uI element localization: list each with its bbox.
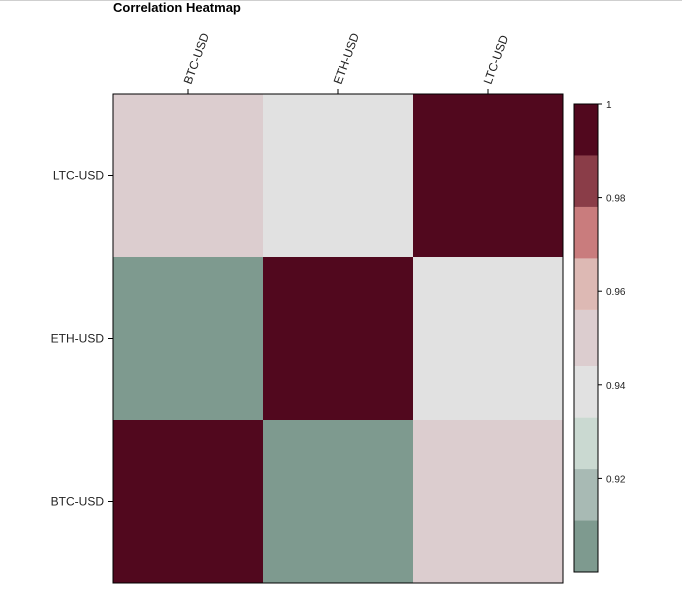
- heatmap-cell-btc-usd-ltc-usd: [413, 420, 563, 583]
- y-tick-label-eth-usd: ETH-USD: [51, 332, 105, 346]
- y-tick-label-btc-usd: BTC-USD: [51, 495, 105, 509]
- colorbar-bin-5: [574, 309, 598, 367]
- colorbar-bin-7: [574, 206, 598, 259]
- colorbar-tick-label-0: 0.92: [606, 474, 626, 485]
- colorbar-bin-8: [574, 155, 598, 207]
- y-tick-label-ltc-usd: LTC-USD: [53, 169, 104, 183]
- colorbar-tick-label-3: 0.98: [606, 194, 626, 205]
- colorbar-tick-label-1: 0.94: [606, 381, 626, 392]
- x-tick-label-ltc-usd: LTC-USD: [481, 33, 512, 86]
- colorbar-bin-2: [574, 469, 598, 521]
- colorbar-bin-6: [574, 258, 598, 310]
- heatmap-cell-btc-usd-btc-usd: [113, 420, 263, 583]
- heatmap-cell-ltc-usd-ltc-usd: [413, 94, 563, 257]
- y-axis: LTC-USD ETH-USD BTC-USD: [51, 169, 113, 509]
- colorbar-frame: [573, 103, 599, 573]
- heatmap-cell-ltc-usd-eth-usd: [263, 94, 413, 257]
- heatmap-cell-btc-usd-eth-usd: [263, 420, 413, 583]
- heatmap-cell-eth-usd-eth-usd: [263, 257, 413, 420]
- x-tick-label-btc-usd: BTC-USD: [181, 31, 213, 86]
- colorbar-bin-1: [574, 520, 598, 572]
- x-axis: BTC-USD ETH-USD LTC-USD: [181, 31, 512, 94]
- heatmap-cell-ltc-usd-btc-usd: [113, 94, 263, 257]
- colorbar-tick-label-4: 1: [606, 100, 612, 111]
- colorbar-tick-label-2: 0.96: [606, 287, 626, 298]
- colorbar-bin-4: [574, 366, 598, 418]
- heatmap-cell-eth-usd-btc-usd: [113, 257, 263, 420]
- colorbar-bin-9: [574, 104, 598, 156]
- heatmap-cell-eth-usd-ltc-usd: [413, 257, 563, 420]
- top-border: [0, 0, 682, 1]
- colorbar: 0.92 0.94 0.96 0.98 1: [573, 100, 626, 573]
- x-tick-label-eth-usd: ETH-USD: [331, 31, 363, 86]
- heatmap-cells: [112, 93, 564, 584]
- chart-title: Correlation Heatmap: [113, 0, 241, 15]
- colorbar-bin-3: [574, 417, 598, 470]
